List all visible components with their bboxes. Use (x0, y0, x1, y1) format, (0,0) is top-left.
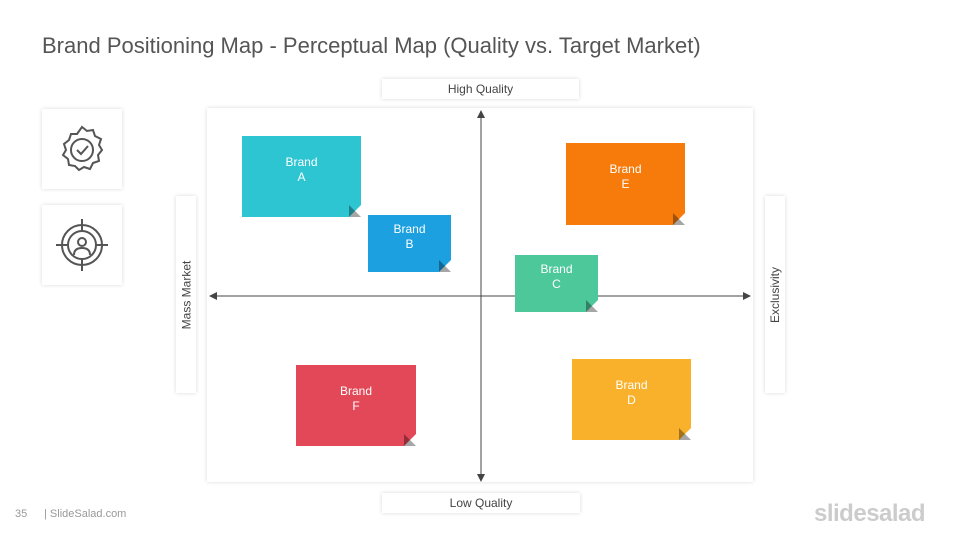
brand-note: Brand F (296, 365, 416, 446)
brand-label: E (621, 177, 630, 191)
brand-label: F (352, 399, 360, 413)
axis-label-top: High Quality (382, 79, 579, 99)
brand-label: Brand (615, 378, 648, 392)
brand-label: Brand (609, 162, 642, 176)
axis-box-right: Exclusivity (765, 196, 785, 393)
brand-label: D (627, 393, 636, 407)
axis-label-right: Exclusivity (768, 266, 783, 323)
axis-label-bottom: Low Quality (382, 493, 580, 513)
note-corner (349, 205, 361, 217)
target-icon (56, 219, 108, 271)
brand-label: Brand (285, 155, 318, 169)
brand-label: Brand (339, 384, 373, 398)
badge-icon (61, 125, 104, 172)
axis-label-left: Mass Market (179, 260, 193, 329)
brand-label: C (552, 277, 561, 291)
brand-label: Brand (540, 262, 573, 276)
note-corner (404, 434, 416, 446)
logo: slidesalad (814, 500, 926, 527)
note-corner (586, 300, 598, 312)
note-corner (673, 213, 685, 225)
brand-note: Brand E (566, 143, 685, 225)
brand-note: Brand A (242, 136, 361, 217)
axis-box-left: Mass Market (176, 196, 196, 393)
title: Brand Positioning Map - Perceptual Map (… (42, 33, 701, 58)
note-corner (439, 260, 451, 272)
page-number: 35 (15, 508, 28, 520)
note-fold (586, 300, 598, 312)
icon-card (42, 205, 122, 285)
icon-card (42, 109, 122, 189)
brand-label: Brand (393, 222, 426, 236)
note-fold (349, 205, 361, 217)
site: | SlideSalad.com (44, 508, 127, 520)
brand-label: B (405, 237, 414, 251)
note-fold (673, 213, 685, 225)
note-fold (404, 434, 416, 446)
brand-label: A (297, 170, 306, 184)
brand-note: Brand D (572, 359, 691, 440)
note-fold (439, 260, 451, 272)
brand-note: Brand C (515, 255, 598, 312)
note-corner (679, 428, 691, 440)
note-fold (679, 428, 691, 440)
brand-note: Brand B (368, 215, 451, 272)
